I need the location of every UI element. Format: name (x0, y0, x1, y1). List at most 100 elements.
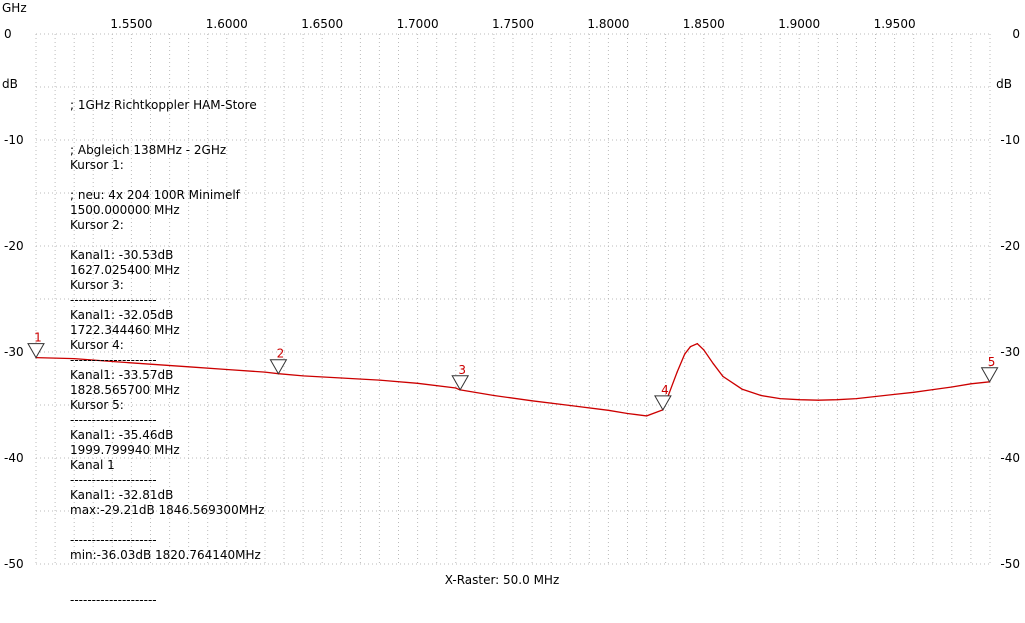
data-point (913, 391, 915, 393)
cursor-level: Kanal1: -30.53dB (70, 248, 174, 262)
data-point (493, 394, 495, 397)
y-unit-label-left: dB (2, 77, 18, 91)
data-point (836, 399, 839, 401)
data-point (646, 415, 648, 417)
grid (35, 33, 991, 565)
data-point (668, 391, 671, 393)
max-readout: max:-29.21dB 1846.569300MHz (70, 503, 265, 517)
cursor-marker-triangle (451, 375, 470, 391)
cursor-3-block: Kursor 3: 1722.344460 MHz Kanal1: -33.57… (70, 248, 180, 443)
y-tick-label-left: -50 (4, 557, 24, 571)
data-point (696, 343, 698, 345)
cursor-level: Kanal1: -35.46dB (70, 428, 174, 442)
channel-title: Kanal 1 (70, 458, 115, 472)
cursor-marker-label: 2 (277, 347, 285, 361)
cursor-title: Kursor 4: (70, 338, 124, 352)
x-tick-label: 1.5500 (110, 17, 152, 31)
y-tick-label-right: -40 (1000, 451, 1020, 465)
data-point (703, 349, 705, 351)
y-tick-label-left: -10 (4, 133, 24, 147)
x-tick-label: 1.6000 (206, 17, 248, 31)
data-point (73, 358, 75, 360)
x-tick-label: 1.7000 (397, 17, 439, 31)
cursor-freq: 1500.000000 MHz (70, 203, 180, 217)
data-point (779, 398, 781, 400)
cursor-1-block: Kursor 1: 1500.000000 MHz Kanal1: -30.53… (70, 128, 180, 323)
data-point (676, 371, 678, 373)
separator: -------------------- (70, 293, 157, 307)
cursor-title: Kursor 5: (70, 398, 124, 412)
x-unit-label: GHz (2, 1, 27, 15)
header-line: ; neu: 4x 204 100R Minimelf (70, 188, 240, 202)
data-point (855, 398, 858, 400)
min-readout: min:-36.03dB 1820.764140MHz (70, 548, 261, 562)
cursor-title: Kursor 3: (70, 278, 124, 292)
x-tick-label: 1.7500 (492, 17, 534, 31)
x-tick-label: 1.8500 (683, 17, 725, 31)
cursor-level: Kanal1: -32.05dB (70, 308, 174, 322)
data-point (378, 379, 380, 381)
cursor-level: Kanal1: -33.57dB (70, 368, 174, 382)
data-point (817, 399, 819, 401)
data-point (340, 377, 342, 379)
chart-plot: 1.5500 1.6000 1.6500 1.7000 1.7500 1.8000 1.85… (2, 1, 1020, 587)
cursor-marker-triangle (980, 367, 999, 383)
cursor-5-block: Kursor 5: 1999.799940 MHz Kanal1: -32.81… (70, 368, 180, 563)
x-tick-label: 1.6500 (301, 17, 343, 31)
data-point (760, 394, 762, 397)
cursor-marker-triangle (269, 359, 288, 375)
data-point (894, 393, 896, 395)
y-tick-label-right: 0 (1012, 27, 1020, 41)
y-tick-label-left: -20 (4, 239, 24, 253)
data-point (874, 395, 877, 398)
y-tick-label-right: -50 (1000, 557, 1020, 571)
cursor-marker-label: 4 (661, 383, 669, 397)
annotation-header: ; 1GHz Richtkoppler HAM-Store ; Abgleich… (70, 68, 257, 218)
data-point (798, 399, 800, 401)
y-tick-label-right: -20 (1000, 239, 1020, 253)
data-point (970, 383, 972, 385)
separator: -------------------- (70, 533, 157, 547)
x-axis-title: X-Raster: 50.0 MHz (445, 573, 560, 587)
cursor-marker-label: 3 (458, 363, 466, 377)
separator: -------------------- (70, 353, 157, 367)
data-point (188, 366, 190, 368)
data-point (626, 412, 629, 415)
cursor-2-block: Kursor 2: 1627.025400 MHz Kanal1: -32.05… (70, 188, 180, 383)
cursor-freq: 1627.025400 MHz (70, 263, 180, 277)
data-point (569, 404, 571, 407)
cursor-marker-label: 5 (988, 355, 996, 369)
y-tick-label-left: -30 (4, 345, 24, 359)
cursor-4-block: Kursor 4: 1828.565700 MHz Kanal1: -35.46… (70, 308, 180, 503)
data-point (111, 360, 113, 363)
markers-layer: 1 2 3 4 5 (27, 331, 999, 411)
header-line: ; 1GHz Richtkoppler HAM-Store (70, 98, 257, 112)
cursor-freq: 1999.799940 MHz (70, 443, 180, 457)
data-point (455, 387, 457, 389)
y-tick-label-right: -30 (1000, 345, 1020, 359)
cursor-marker-triangle (654, 395, 672, 411)
data-point (302, 375, 304, 377)
data-point (607, 409, 610, 411)
data-point (531, 400, 533, 402)
y-tick-label-left: -40 (4, 451, 24, 465)
y-tick-label-left: 0 (4, 27, 12, 41)
separator: -------------------- (70, 473, 157, 487)
data-point (684, 353, 686, 355)
channel-summary-block: Kanal 1 max:-29.21dB 1846.569300MHz min:… (70, 428, 264, 623)
separator: -------------------- (70, 593, 157, 607)
cursor-marker-label: 1 (34, 331, 42, 345)
data-point (417, 382, 419, 384)
cursor-level: Kanal1: -32.81dB (70, 488, 174, 502)
data-point (932, 389, 934, 391)
y-tick-label-right: -10 (1000, 133, 1020, 147)
data-point (951, 386, 953, 388)
cursor-freq: 1722.344460 MHz (70, 323, 180, 337)
data-point (689, 346, 692, 348)
cursor-title: Kursor 1: (70, 158, 124, 172)
x-tick-label: 1.9500 (874, 17, 916, 31)
data-point (712, 363, 714, 365)
cursor-freq: 1828.565700 MHz (70, 383, 180, 397)
data-point (741, 388, 743, 390)
x-tick-label: 1.9000 (778, 17, 820, 31)
